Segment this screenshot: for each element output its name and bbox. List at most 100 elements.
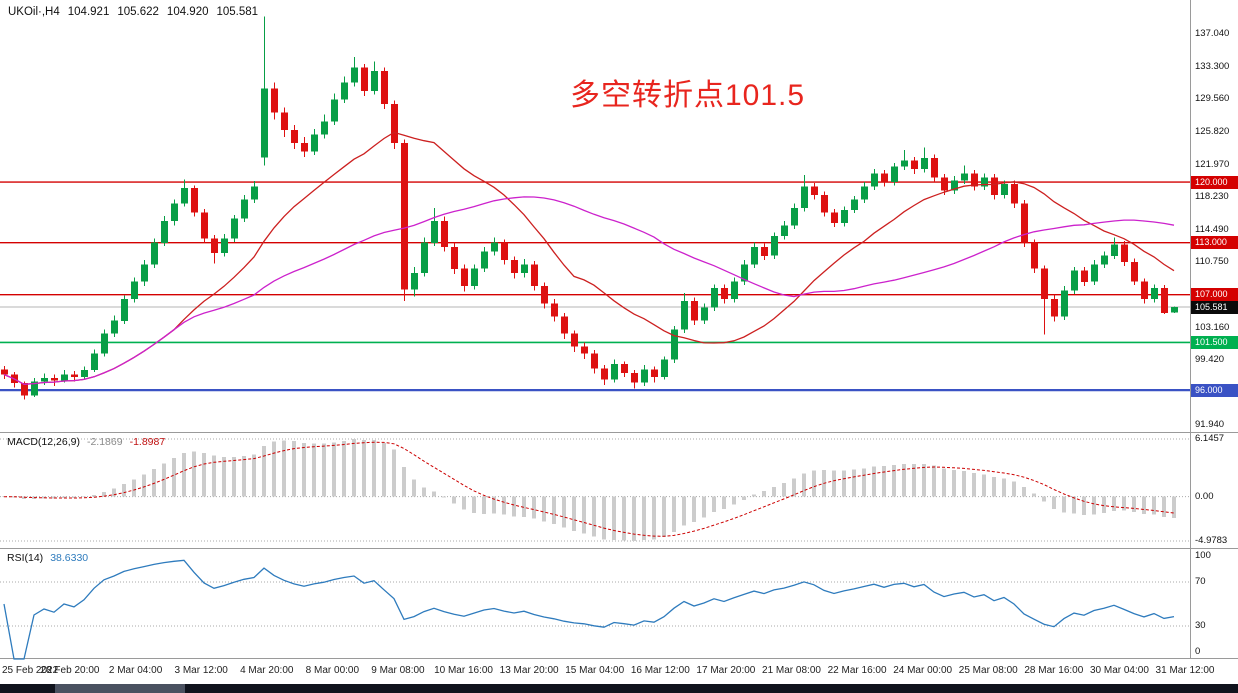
macd-bar bbox=[1012, 481, 1016, 497]
candle-body bbox=[71, 374, 78, 378]
candle-body bbox=[501, 242, 508, 260]
macd-bar bbox=[702, 496, 706, 518]
macd-bar bbox=[1092, 496, 1096, 515]
ma-40-line bbox=[3, 196, 1175, 385]
macd-bar bbox=[642, 496, 646, 540]
macd-bar bbox=[1102, 496, 1106, 514]
candle-body bbox=[1141, 281, 1148, 299]
candle-body bbox=[851, 199, 858, 210]
macd-axis-label: 0.00 bbox=[1195, 490, 1214, 502]
candle-body bbox=[961, 173, 968, 181]
macd-bar bbox=[572, 496, 576, 531]
macd-bar bbox=[842, 470, 846, 497]
candle-body bbox=[511, 260, 518, 274]
candle-body bbox=[531, 264, 538, 287]
macd-bar bbox=[752, 494, 756, 497]
time-axis-label: 2 Mar 04:00 bbox=[108, 665, 163, 676]
candle-body bbox=[621, 364, 628, 373]
macd-bar bbox=[522, 496, 526, 517]
candle-body bbox=[301, 143, 308, 152]
high-value: 105.622 bbox=[117, 6, 159, 18]
macd-bar bbox=[962, 471, 966, 497]
macd-bar bbox=[132, 479, 136, 497]
macd-bar bbox=[1002, 478, 1006, 497]
candle-body bbox=[1111, 244, 1118, 256]
macd-bar bbox=[1112, 496, 1116, 511]
candle-body bbox=[1011, 183, 1018, 204]
annotation-text[interactable]: 多空转折点101.5 bbox=[570, 79, 806, 112]
candle-body bbox=[651, 369, 658, 378]
rsi-value: 38.6330 bbox=[50, 552, 89, 564]
candle-body bbox=[91, 353, 98, 371]
candle-body bbox=[1161, 287, 1168, 313]
candle-body bbox=[871, 173, 878, 187]
macd-bar bbox=[862, 468, 866, 497]
macd-bar bbox=[1032, 493, 1036, 497]
time-axis-label: 17 Mar 20:00 bbox=[696, 665, 756, 676]
candle-body bbox=[1071, 270, 1078, 291]
candle-body bbox=[791, 208, 798, 226]
candle-body bbox=[431, 221, 438, 243]
bottom-bar-segment bbox=[55, 684, 185, 693]
candle-body bbox=[421, 242, 428, 273]
macd-bar bbox=[102, 492, 106, 497]
macd-bar bbox=[972, 473, 976, 497]
candle-body bbox=[951, 180, 958, 191]
time-axis-label: 25 Feb 2022 bbox=[2, 665, 59, 676]
macd-bar bbox=[422, 487, 426, 497]
macd-bar bbox=[292, 441, 296, 497]
macd-bar bbox=[1122, 496, 1126, 511]
macd-bar bbox=[1132, 496, 1136, 512]
macd-bar bbox=[542, 496, 546, 522]
candle-body bbox=[721, 287, 728, 300]
macd-bar bbox=[772, 487, 776, 497]
macd-bar bbox=[582, 496, 586, 534]
symbol-timeframe-label: UKOil·,H4 bbox=[8, 6, 60, 18]
candle-body bbox=[151, 242, 158, 265]
candle-body bbox=[331, 99, 338, 122]
time-axis-label: 13 Mar 20:00 bbox=[499, 665, 559, 676]
candle-body bbox=[371, 71, 378, 91]
candle-body bbox=[771, 235, 778, 256]
candle-body bbox=[31, 381, 38, 396]
macd-bar bbox=[172, 458, 176, 497]
macd-bar bbox=[232, 457, 236, 497]
macd-bar bbox=[312, 443, 316, 497]
candle-body bbox=[321, 121, 328, 135]
macd-bar bbox=[1052, 496, 1056, 509]
macd-bar bbox=[1022, 487, 1026, 497]
macd-bar bbox=[852, 469, 856, 497]
macd-bar bbox=[462, 496, 466, 510]
macd-bar bbox=[352, 439, 356, 497]
time-axis-label: 15 Mar 04:00 bbox=[565, 665, 625, 676]
rsi-name: RSI(14) bbox=[7, 552, 44, 564]
macd-axis-label: -4.9783 bbox=[1195, 535, 1228, 546]
macd-bar bbox=[392, 449, 396, 497]
candle-body bbox=[21, 383, 28, 396]
candle-body bbox=[521, 264, 528, 274]
candle-body bbox=[481, 251, 488, 269]
open-value: 104.921 bbox=[67, 6, 110, 18]
bottom-bar bbox=[0, 684, 1238, 693]
candle-body bbox=[901, 160, 908, 167]
macd-bar bbox=[612, 496, 616, 540]
candle-body bbox=[611, 364, 618, 380]
candle-body bbox=[1001, 183, 1008, 196]
macd-bar bbox=[652, 496, 656, 540]
macd-bar bbox=[792, 478, 796, 497]
time-axis-label: 30 Mar 04:00 bbox=[1089, 665, 1149, 676]
candle-body bbox=[211, 238, 218, 254]
macd-bar bbox=[182, 452, 186, 497]
macd-bar bbox=[722, 496, 726, 509]
candle-body bbox=[361, 67, 368, 91]
macd-bar bbox=[452, 496, 456, 504]
macd-bar bbox=[742, 496, 746, 500]
candle-body bbox=[491, 242, 498, 252]
candle-body bbox=[471, 268, 478, 286]
macd-bar bbox=[1142, 496, 1146, 514]
macd-bar bbox=[282, 440, 286, 497]
macd-bar bbox=[412, 479, 416, 497]
macd-bar bbox=[782, 483, 786, 497]
